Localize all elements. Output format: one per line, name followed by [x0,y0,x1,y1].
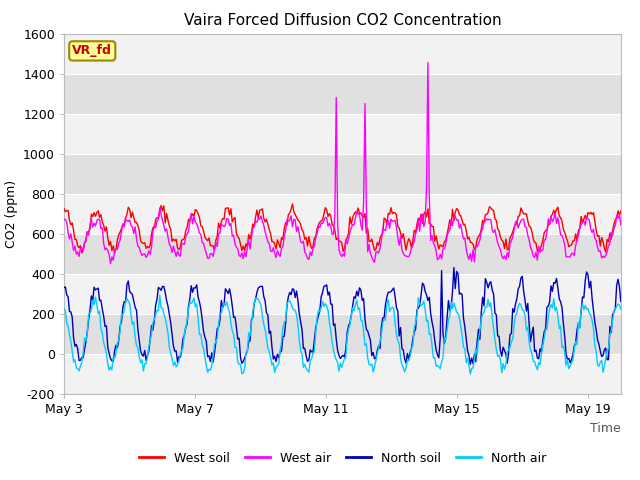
Bar [64,73,621,114]
Title: Vaira Forced Diffusion CO2 Concentration: Vaira Forced Diffusion CO2 Concentration [184,13,501,28]
Bar [64,313,621,354]
Bar [64,193,621,234]
Bar [64,354,621,394]
Text: VR_fd: VR_fd [72,44,112,58]
Legend: West soil, West air, North soil, North air: West soil, West air, North soil, North a… [134,447,551,469]
Y-axis label: CO2 (ppm): CO2 (ppm) [4,180,17,248]
Text: Time: Time [590,422,621,435]
Bar [64,234,621,274]
Bar [64,274,621,313]
Bar [64,34,621,73]
Bar [64,114,621,154]
Bar [64,154,621,193]
